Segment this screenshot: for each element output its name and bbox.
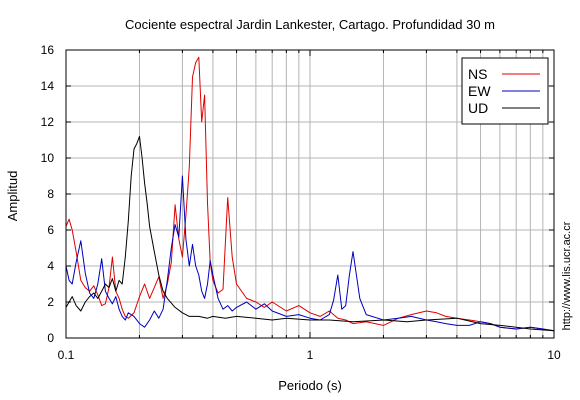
legend-label-ew: EW bbox=[468, 83, 491, 99]
x-tick-label: 1 bbox=[307, 348, 314, 362]
series-line-ns bbox=[65, 56, 555, 332]
y-tick-label: 12 bbox=[41, 115, 55, 129]
axis-ticks bbox=[66, 49, 554, 339]
chart-title: Cociente espectral Jardin Lankester, Car… bbox=[125, 17, 495, 32]
legend-label-ud: UD bbox=[468, 100, 488, 116]
y-tick-label: 6 bbox=[47, 223, 54, 237]
side-note-url: http://www.lis.ucr.ac.cr bbox=[561, 221, 573, 330]
series-line-ud bbox=[65, 135, 555, 332]
x-tick-label: 10 bbox=[547, 348, 561, 362]
y-tick-label: 14 bbox=[41, 79, 55, 93]
x-axis-label: Periodo (s) bbox=[278, 378, 342, 393]
y-tick-label: 10 bbox=[41, 151, 55, 165]
tick-labels: 0 2 4 6 8 10 12 14 16 0.1 1 10 bbox=[41, 43, 561, 362]
series-line-ew bbox=[65, 175, 555, 332]
y-tick-label: 4 bbox=[47, 259, 54, 273]
legend-label-ns: NS bbox=[468, 66, 487, 82]
y-tick-label: 0 bbox=[47, 331, 54, 345]
y-tick-label: 8 bbox=[47, 187, 54, 201]
y-axis-label: Amplitud bbox=[5, 171, 20, 222]
y-tick-label: 16 bbox=[41, 43, 55, 57]
y-tick-label: 2 bbox=[47, 295, 54, 309]
series-group bbox=[65, 56, 555, 332]
x-tick-label: 0.1 bbox=[58, 348, 75, 362]
